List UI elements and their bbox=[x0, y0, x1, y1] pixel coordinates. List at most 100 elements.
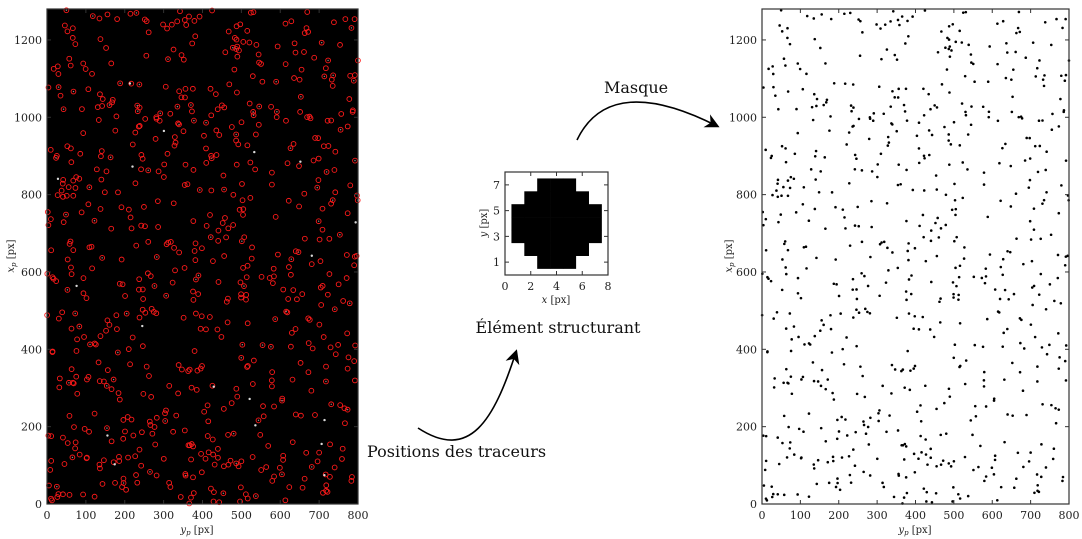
mask-dot bbox=[782, 185, 785, 189]
mask-dot bbox=[813, 37, 817, 41]
tracer-marker bbox=[240, 265, 246, 271]
tracer-marker bbox=[193, 276, 199, 283]
tracer-marker bbox=[208, 152, 214, 159]
mask-dot bbox=[796, 493, 799, 496]
tracer-marker bbox=[173, 412, 180, 419]
tracer-marker bbox=[182, 161, 189, 168]
tracer-marker bbox=[316, 236, 323, 243]
tracer-marker bbox=[94, 104, 101, 110]
tracer-particle-glint bbox=[55, 157, 57, 159]
tracer-marker bbox=[85, 201, 92, 208]
tracer-marker bbox=[249, 244, 255, 251]
tracer-marker bbox=[255, 121, 262, 128]
structuring-element-cell bbox=[524, 204, 538, 218]
mask-dot bbox=[952, 459, 956, 463]
mask-dot bbox=[835, 437, 839, 441]
mask-dot bbox=[804, 245, 808, 248]
mask-dot bbox=[1007, 297, 1011, 301]
mask-dot bbox=[911, 188, 915, 192]
mask-dot bbox=[1054, 406, 1057, 410]
tracer-particle-glint bbox=[332, 199, 334, 201]
tracer-marker bbox=[235, 141, 242, 148]
tracer-marker bbox=[201, 132, 207, 139]
mask-dot bbox=[882, 112, 886, 116]
tracer-particle-glint bbox=[290, 258, 293, 260]
tracer-marker bbox=[312, 135, 318, 141]
tracer-marker bbox=[72, 310, 79, 317]
tracer-particle-glint bbox=[353, 80, 355, 82]
tracer-marker bbox=[189, 108, 195, 115]
tracer-marker bbox=[208, 155, 215, 162]
mask-dot bbox=[788, 441, 792, 444]
mask-dot bbox=[1040, 346, 1044, 349]
tracer-marker bbox=[273, 114, 280, 120]
tracer-marker bbox=[103, 45, 109, 51]
tracer-marker bbox=[56, 384, 63, 391]
mask-dot bbox=[877, 419, 880, 423]
mask-dot bbox=[935, 407, 938, 411]
structuring-element-cells bbox=[511, 178, 602, 269]
tracer-marker bbox=[116, 453, 122, 460]
mask-dot bbox=[831, 459, 835, 463]
mask-dot bbox=[837, 430, 841, 433]
mask-dot bbox=[784, 327, 788, 330]
mask-dot bbox=[878, 242, 882, 246]
mask-dot bbox=[949, 143, 953, 146]
tracer-marker bbox=[117, 80, 123, 87]
tracer-marker bbox=[198, 313, 205, 320]
mask-dot bbox=[1006, 413, 1009, 416]
tracer-marker bbox=[285, 296, 292, 302]
mask-dot bbox=[923, 156, 926, 160]
tracer-marker bbox=[243, 274, 250, 281]
tracer-particle-glint bbox=[316, 186, 318, 189]
tracer-marker bbox=[95, 359, 102, 366]
mask-dot bbox=[773, 377, 776, 380]
mask-dot bbox=[907, 258, 910, 262]
mask-dot bbox=[1012, 486, 1016, 490]
mask-dot bbox=[1064, 17, 1067, 21]
mask-dot bbox=[1001, 273, 1005, 277]
mask-dot bbox=[958, 264, 962, 268]
mask-dot bbox=[1033, 144, 1037, 148]
tracer-marker bbox=[296, 76, 303, 83]
tracer-marker bbox=[203, 160, 210, 166]
tracer-x-tick-label: 0 bbox=[44, 509, 51, 522]
mask-dot bbox=[829, 115, 832, 118]
tracer-marker bbox=[225, 28, 232, 35]
tracer-particle-glint bbox=[222, 492, 225, 494]
tracer-marker bbox=[99, 96, 106, 102]
mask-dot bbox=[847, 181, 851, 185]
mask-dot bbox=[890, 122, 893, 125]
mask-dot bbox=[1036, 489, 1039, 493]
mask-dot bbox=[1049, 43, 1053, 47]
mask-dot bbox=[845, 434, 849, 437]
tracer-marker bbox=[61, 461, 68, 467]
tracer-marker bbox=[274, 108, 280, 115]
mask-dot bbox=[974, 414, 978, 418]
tracer-particle-glint bbox=[241, 240, 243, 242]
tracer-marker bbox=[252, 166, 258, 173]
mask-dot bbox=[785, 456, 789, 459]
tracer-marker bbox=[292, 326, 299, 332]
mask-dot bbox=[999, 485, 1003, 489]
tracer-marker bbox=[116, 396, 123, 403]
mask-dot bbox=[774, 94, 777, 97]
mask-dot bbox=[925, 490, 929, 494]
mask-dot bbox=[906, 249, 910, 253]
tracer-marker bbox=[45, 222, 52, 228]
tracer-marker bbox=[330, 72, 336, 79]
mask-dot bbox=[1052, 447, 1056, 450]
tracer-marker bbox=[122, 293, 128, 299]
mask-dot bbox=[910, 274, 913, 277]
tracer-particle-glint bbox=[354, 159, 356, 162]
tracer-marker bbox=[136, 276, 143, 283]
mask-dot bbox=[870, 225, 873, 229]
mask-dot bbox=[987, 115, 991, 119]
mask-dot bbox=[849, 481, 853, 484]
mask-dot bbox=[1028, 219, 1032, 223]
tracer-marker bbox=[260, 413, 267, 420]
tracer-marker bbox=[97, 465, 103, 472]
mask-dot bbox=[966, 494, 970, 498]
structuring-element-cell bbox=[562, 178, 577, 192]
tracer-marker bbox=[342, 16, 349, 22]
